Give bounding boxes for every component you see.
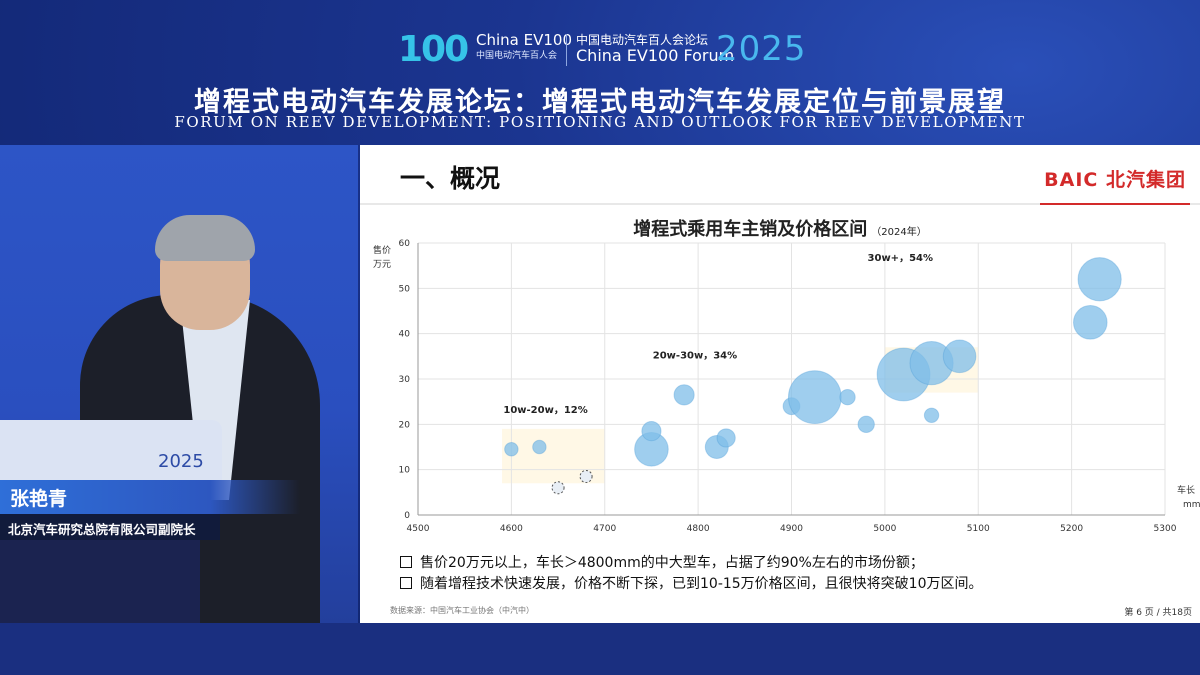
price-range-annotation: 30w+，54% [868, 253, 933, 264]
slide-bullets: 售价20万元以上，车长＞4800mm的中大型车，占据了约90%左右的市场份额； … [400, 553, 983, 595]
x-tick-label: 4600 [500, 524, 523, 534]
bottom-band [0, 623, 1200, 675]
podium-base [0, 540, 200, 623]
speaker-name: 张艳青 [10, 488, 68, 510]
x-tick-label: 5200 [1060, 524, 1083, 534]
logo-divider [566, 34, 567, 66]
bubble-point [942, 339, 977, 374]
checkbox-icon [400, 556, 412, 568]
x-axis-unit: mm [1183, 500, 1200, 510]
ev100-logo-mark: 100 [398, 29, 469, 70]
y-tick-label: 40 [399, 330, 411, 340]
x-tick-label: 4900 [780, 524, 803, 534]
y-axis-label: 售价 [373, 244, 391, 256]
bullet-item: 售价20万元以上，车长＞4800mm的中大型车，占据了约90%左右的市场份额； [400, 553, 983, 574]
bubble-point [857, 415, 875, 433]
chart-title-text: 增程式乘用车主销及价格区间 [633, 219, 868, 240]
forum-name-cn: 中国电动汽车百人会论坛 [576, 33, 709, 47]
speaker-title: 北京汽车研究总院有限公司副院长 [8, 522, 196, 537]
bubble-point [923, 407, 940, 423]
x-tick-label: 5100 [967, 524, 990, 534]
y-tick-label: 20 [399, 420, 411, 430]
bubble-point [641, 421, 662, 442]
page-number: 第 6 页 / 共18页 [1124, 608, 1192, 618]
x-tick-label: 4800 [687, 524, 710, 534]
y-tick-label: 10 [399, 466, 411, 476]
data-source: 数据来源：中国汽车工业协会（中汽中） [390, 606, 534, 615]
slide-section-title: 一、概况 [400, 164, 501, 193]
x-tick-label: 4700 [593, 524, 616, 534]
price-range-annotation: 20w-30w，34% [653, 351, 737, 362]
bubble-point [532, 439, 547, 455]
chart-title: 增程式乘用车主销及价格区间 （2024年） [360, 215, 1200, 241]
ev100-brand: China EV100 中国电动汽车百人会 [476, 32, 572, 64]
speaker-camera-feed: 2025 张艳青 北京汽车研究总院有限公司副院长 [0, 145, 358, 623]
chart-subtitle: （2024年） [871, 227, 927, 238]
bubble-point [787, 370, 842, 425]
x-tick-label: 5300 [1154, 524, 1177, 534]
bubble-point [579, 469, 593, 483]
podium-year: 2025 [158, 451, 204, 472]
header-divider [360, 203, 1200, 205]
bubble-point [839, 388, 856, 406]
forum-banner: 100 China EV100 中国电动汽车百人会 中国电动汽车百人会论坛 Ch… [0, 0, 1200, 145]
bubble-point [1077, 257, 1122, 302]
brand-en: China EV100 [476, 31, 572, 49]
bubble-point [1073, 305, 1108, 340]
price-range-annotation: 10w-20w，12% [503, 405, 587, 416]
y-tick-label: 60 [399, 239, 411, 249]
checkbox-icon [400, 577, 412, 589]
forum-name-en: China EV100 Forum [576, 46, 735, 65]
bubble-point [673, 384, 695, 406]
x-tick-label: 4500 [407, 524, 430, 534]
baic-logo: BAIC 北汽集团 [1044, 169, 1186, 191]
forum-title-en: FORUM ON REEV DEVELOPMENT: POSITIONING A… [174, 113, 1026, 131]
podium [0, 420, 222, 480]
y-tick-label: 30 [399, 375, 411, 385]
y-tick-label: 0 [404, 511, 410, 521]
bubble-chart: 4500 4600 4700 4800 4900 5000 5100 5200 5300 0 10 2… [373, 239, 1200, 534]
bubble-point [716, 428, 736, 448]
speaker-title-plate: 北京汽车研究总院有限公司副院长 [0, 514, 220, 540]
bullet-item: 随着增程技术快速发展，价格不断下探，已到10-15万价格区间，且很快将突破10万… [400, 574, 983, 595]
header-accent-line [1040, 203, 1190, 205]
bubble-point [504, 442, 519, 457]
speaker-hair [155, 215, 255, 261]
y-tick-label: 50 [399, 284, 411, 294]
brand-cn: 中国电动汽车百人会 [476, 51, 558, 61]
forum-name: 中国电动汽车百人会论坛 China EV100 Forum [576, 32, 734, 64]
forum-logo: 100 China EV100 中国电动汽车百人会 中国电动汽车百人会论坛 Ch… [0, 30, 1200, 70]
x-tick-label: 5000 [873, 524, 896, 534]
speaker-name-plate: 张艳青 [0, 480, 300, 514]
presentation-slide: 一、概况 BAIC 北汽集团 增程式乘用车主销及价格区间 （2024年） 4500… [360, 145, 1200, 623]
x-axis-label: 车长 [1177, 484, 1195, 496]
y-axis-unit: 万元 [373, 260, 391, 270]
forum-year: 2025 [716, 29, 807, 69]
forum-title-cn: 增程式电动汽车发展论坛：增程式电动汽车发展定位与前景展望 [194, 87, 1006, 118]
bubble-point [551, 481, 565, 495]
